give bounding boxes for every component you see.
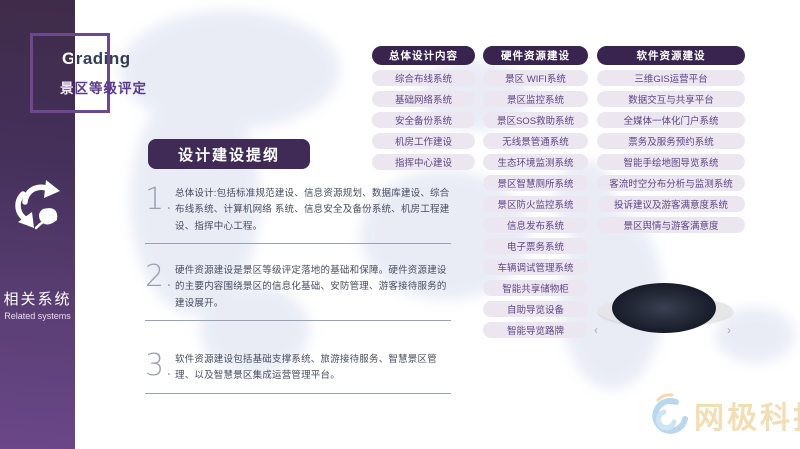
system-pill: 基础网络系统: [372, 91, 475, 107]
related-systems-title: 相关系统: [3, 291, 72, 308]
recycle-leaf-icon: [15, 180, 60, 230]
outline-item-text: 总体设计:包括标准规范建设、信息资源规划、数据库建设、综合布线系统、计算机网络 …: [175, 188, 450, 232]
system-pill: 综合布线系统: [372, 70, 475, 86]
title-frame-outline: [30, 33, 110, 113]
slide-subtitle-text: 景区等级评定: [60, 81, 147, 96]
system-pill: 机房工作建设: [372, 133, 475, 149]
system-pill: 自助导览设备: [483, 301, 588, 317]
system-pill: 车辆调试管理系统: [483, 259, 588, 275]
system-pill: 景区SOS救助系统: [483, 112, 588, 128]
outline-list: 1. 总体设计:包括标准规范建设、信息资源规划、数据库建设、综合布线系统、计算机…: [145, 184, 451, 394]
slide-title-text-overlay: Grading: [62, 49, 73, 68]
brand-name: 网极科技: [694, 402, 800, 435]
column-header: 总体设计内容: [372, 46, 475, 65]
system-pill: 景区防火监控系统: [483, 196, 588, 212]
outline-item: 1. 总体设计:包括标准规范建设、信息资源规划、数据库建设、综合布线系统、计算机…: [145, 184, 451, 244]
slide-title: Grading Grading: [62, 49, 131, 71]
outline-item-number: 1.: [145, 182, 174, 217]
system-pill: 智能导览路牌: [483, 322, 588, 338]
system-pill: 数据交互与共享平台: [597, 91, 745, 107]
sidebar: [0, 0, 75, 449]
system-pill: 三维GIS运营平台: [597, 70, 745, 86]
outline-item-text: 软件资源建设包括基础支撑系统、旅游接待服务、智慧景区管理、以及智慧景区集成运营管…: [175, 353, 437, 382]
system-pill: 景区 WIFI系统: [483, 70, 588, 86]
outline-item-text: 硬件资源建设是景区等级评定落地的基础和保障。硬件资源建设的主要内容围绕景区的信息…: [175, 264, 447, 309]
system-pill: 无线景管通系统: [483, 133, 588, 149]
system-pill: 智能共享储物柜: [483, 280, 588, 296]
system-pill: 电子票务系统: [483, 238, 588, 254]
system-pill: 全媒体一体化门户系统: [597, 112, 745, 128]
slide-title-text: Grading: [62, 49, 131, 68]
watermark-logo: 网极科技: [642, 390, 800, 440]
system-pill: 投诉建议及游客满意度系统: [597, 196, 745, 212]
system-pill: 信息发布系统: [483, 217, 588, 233]
column-overall-design: 总体设计内容 综合布线系统 基础网络系统 安全备份系统 机房工作建设 指挥中心建…: [372, 46, 475, 170]
rotate-right-icon: ›: [727, 323, 731, 337]
column-hardware-resources: 硬件资源建设 景区 WIFI系统 景区监控系统 景区SOS救助系统 无线景管通系…: [483, 46, 588, 338]
outline-heading: 设计建设提纲: [148, 139, 310, 169]
slide-subtitle: 景区等级评定 景区等级评定: [60, 77, 147, 96]
brand-swirl-icon: [652, 393, 688, 434]
outline-item-number: 2.: [145, 258, 174, 294]
system-pill: 客流时空分布分析与监测系统: [597, 175, 745, 191]
rotate-left-icon: ‹: [594, 323, 598, 337]
platter-dark-disc: [612, 283, 716, 333]
outline-item: 3. 软件资源建设包括基础支撑系统、旅游接待服务、智慧景区管理、以及智慧景区集成…: [145, 350, 451, 394]
system-pill: 安全备份系统: [372, 112, 475, 128]
outline-item: 2. 硬件资源建设是景区等级评定落地的基础和保障。硬件资源建设的主要内容围绕景区…: [145, 261, 451, 321]
system-pill: 智能手绘地图导览系统: [597, 154, 745, 170]
related-systems-subtitle: Related systems: [4, 311, 71, 321]
slide-subtitle-text-overlay: 景区等级评定: [60, 81, 74, 96]
column-software-resources: 软件资源建设 三维GIS运营平台 数据交互与共享平台 全媒体一体化门户系统 票务…: [597, 46, 745, 233]
system-pill: 指挥中心建设: [372, 154, 475, 170]
system-pill: 景区舆情与游客满意度: [597, 217, 745, 233]
column-header: 软件资源建设: [597, 46, 745, 65]
system-pill: 生态环境监测系统: [483, 154, 588, 170]
system-pill: 景区监控系统: [483, 91, 588, 107]
terrain-platter-graphic: [598, 283, 733, 338]
column-header: 硬件资源建设: [483, 46, 588, 65]
system-pill: 景区智慧厕所系统: [483, 175, 588, 191]
system-pill: 票务及服务预约系统: [597, 133, 745, 149]
outline-item-number: 3.: [145, 347, 174, 383]
